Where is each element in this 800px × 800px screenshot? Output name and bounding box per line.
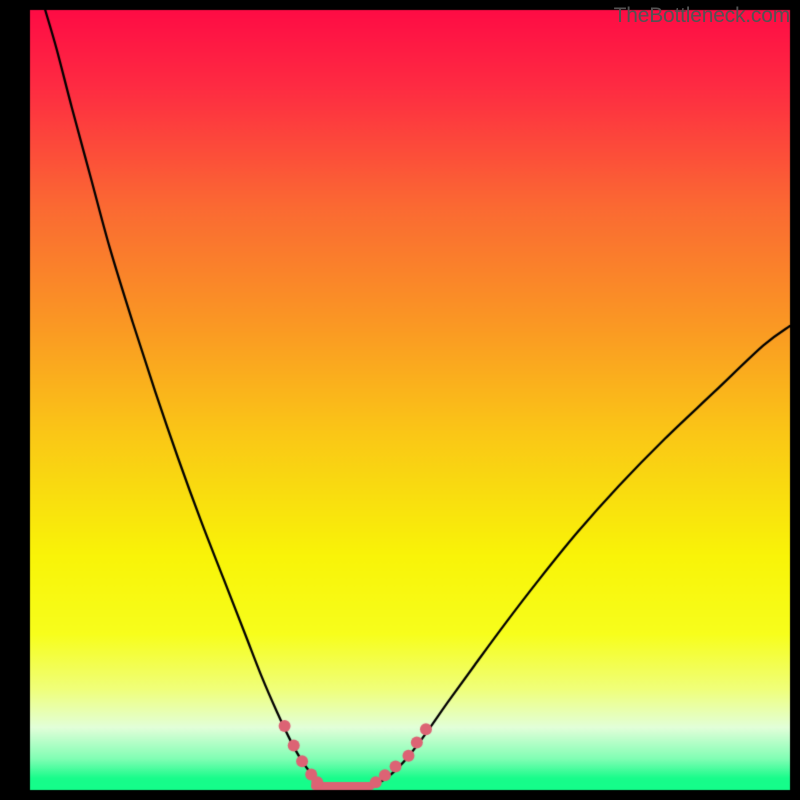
chart-container: TheBottleneck.com	[0, 0, 800, 800]
bottleneck-chart	[0, 0, 800, 800]
watermark-label: TheBottleneck.com	[614, 4, 790, 28]
